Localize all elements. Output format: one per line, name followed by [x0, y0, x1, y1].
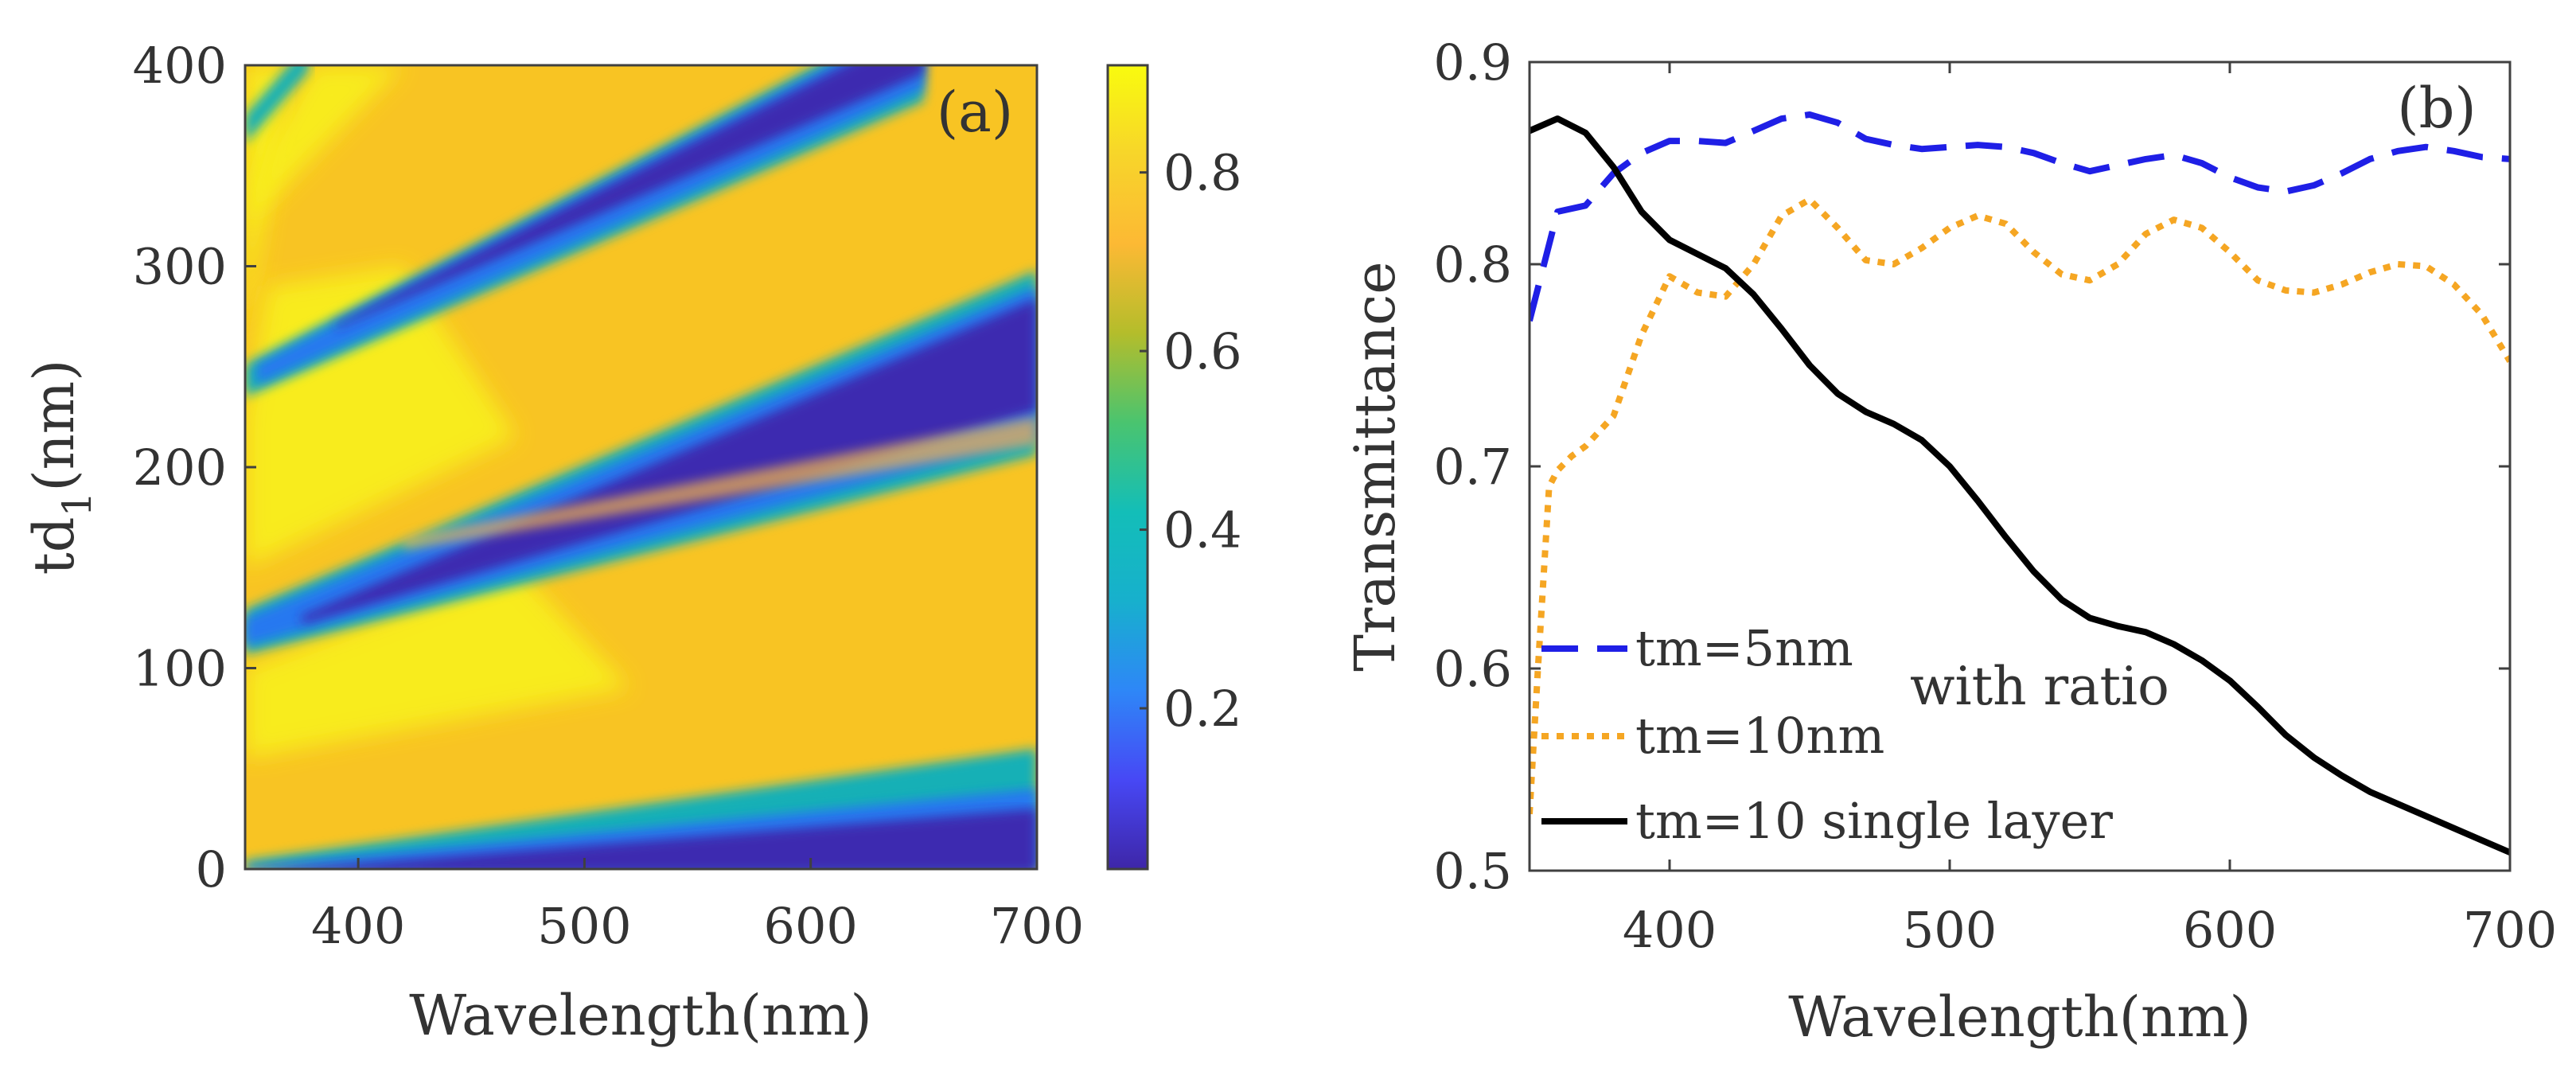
heatmap-x-ticks: 400 500 600 700 [311, 858, 1084, 955]
panel-b-line-chart: 400 500 600 700 0.5 0.6 0.7 0.8 0.9 (b) Wavelen… [1343, 33, 2557, 1050]
x-tick-label: 400 [1623, 901, 1717, 959]
series-line-1 [1530, 111, 2510, 322]
heatmap-y-axis-title: td1(nm) [21, 360, 100, 575]
heatmap-bright-region [245, 567, 630, 759]
y-tick-label: 400 [133, 37, 227, 95]
colorbar-ticks: 0.2 0.4 0.6 0.8 [1140, 144, 1242, 738]
y-tick-label: 0.9 [1433, 33, 1512, 92]
heatmap-bands [245, 65, 1037, 869]
y-tick-label: 0.5 [1433, 842, 1512, 900]
series-line-3 [1530, 115, 2510, 856]
y-tick-label: 100 [133, 640, 227, 698]
legend-label-3: tm=10 single layer [1635, 792, 2113, 850]
line-y-ticks: 0.5 0.6 0.7 0.8 0.9 [1433, 33, 2510, 900]
heatmap-band-4 [245, 65, 309, 144]
heatmap-band-2-streak [403, 416, 1037, 550]
heatmap-x-axis-title: Wavelength(nm) [409, 983, 872, 1048]
heatmap-bright-region [245, 65, 403, 226]
x-tick-label: 400 [311, 897, 405, 955]
x-tick-label: 600 [764, 897, 858, 955]
colorbar [1106, 64, 1149, 871]
x-tick-label: 500 [1903, 901, 1997, 959]
with-ratio-annotation: with ratio [1910, 656, 2169, 717]
y-tick-label: 0 [196, 840, 227, 899]
line-y-axis-title: Transmittance [1343, 261, 1408, 671]
line-legend: tm=5nm tm=10nm tm=10 single layer [1541, 619, 2113, 850]
line-series [1530, 111, 2510, 856]
y-tick-label: 200 [133, 439, 227, 497]
panel-a-label: (a) [937, 80, 1013, 145]
y-tick-label: 0.6 [1433, 640, 1512, 698]
legend-label-2: tm=10nm [1635, 707, 1884, 765]
line-x-axis-title: Wavelength(nm) [1788, 984, 2251, 1050]
heatmap-band-2-core [302, 298, 1037, 624]
y-title-subscript: 1 [54, 492, 100, 517]
panel-b-label: (b) [2397, 76, 2476, 141]
heatmap-band-3-core [335, 65, 924, 329]
y-tick-label: 0.8 [1433, 236, 1512, 294]
y-title-main: td [21, 517, 87, 575]
line-plot-area [1530, 111, 2510, 856]
y-tick-label: 0.7 [1433, 438, 1512, 496]
panel-a-heatmap: 400 500 600 700 0 100 200 300 400 (a) Wavelengt… [21, 37, 1242, 1048]
series-line-2 [1530, 196, 2510, 815]
heatmap-plot-area [245, 65, 1037, 869]
x-tick-label: 600 [2183, 901, 2277, 959]
colorbar-tick-label: 0.2 [1163, 680, 1242, 738]
y-title-tail: (nm) [21, 360, 87, 492]
colorbar-tick-label: 0.4 [1163, 501, 1242, 559]
x-tick-label: 500 [537, 897, 631, 955]
legend-label-1: tm=5nm [1635, 619, 1853, 677]
heatmap-y-ticks: 0 100 200 300 400 [133, 37, 256, 899]
line-x-ticks: 400 500 600 700 [1623, 62, 2557, 959]
colorbar-tick-label: 0.6 [1163, 322, 1242, 380]
heatmap-band-1-core [294, 809, 1037, 869]
x-tick-label: 700 [2463, 901, 2557, 959]
y-tick-label: 300 [133, 238, 227, 296]
colorbar-tick-label: 0.8 [1163, 144, 1242, 202]
x-tick-label: 700 [990, 897, 1084, 955]
